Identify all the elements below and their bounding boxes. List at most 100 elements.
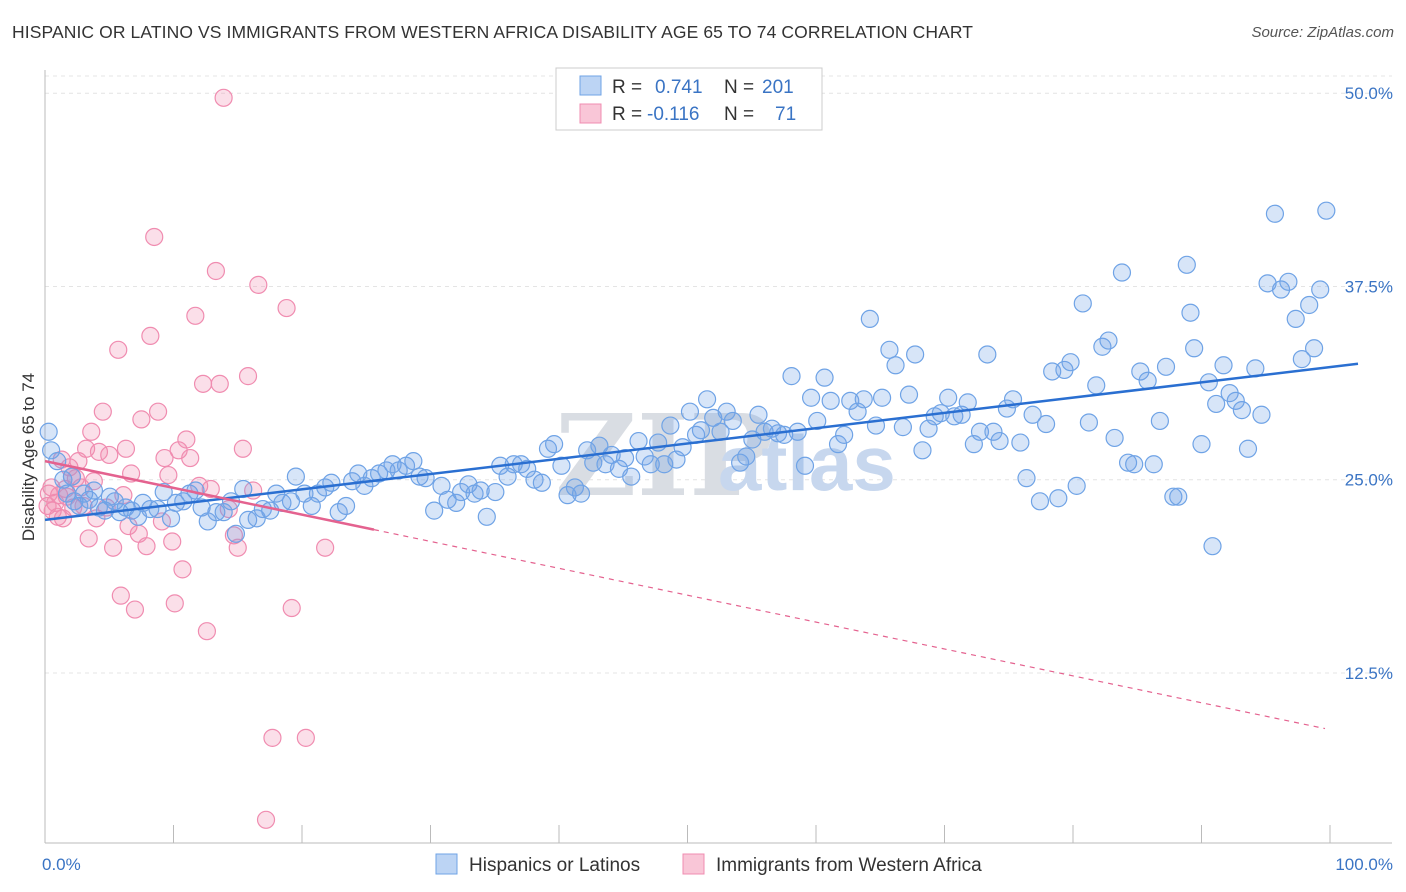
blue-point-66 [451,482,471,502]
pink-point-53 [197,622,217,641]
blue-point-153 [1017,469,1036,488]
blue-point-197 [1292,350,1311,369]
pink-point-47 [173,560,192,579]
pink-point-61 [233,439,252,458]
legend-r-label-1: R = [612,77,642,98]
blue-point-103 [691,421,711,440]
pink-point-56 [210,374,229,393]
blue-point-162 [1073,294,1092,313]
blue-point-89 [602,445,621,465]
y-tick-label-0: 12.5% [1345,664,1393,683]
chart-title: HISPANIC OR LATINO VS IMMIGRANTS FROM WE… [12,22,974,42]
series-legend: Hispanics or Latinos Immigrants from Wes… [435,853,982,876]
blue-point-170 [1125,455,1144,474]
blue-point-146 [970,422,990,441]
blue-point-129 [860,309,879,329]
blue-point-164 [1087,376,1106,395]
blue-point-1 [42,441,61,460]
blue-point-149 [990,431,1009,451]
blue-point-196 [1286,309,1305,329]
blue-point-92 [622,467,641,486]
legend-n-label-1: N = [724,77,754,98]
blue-point-48 [329,503,348,522]
blue-point-188 [1238,439,1258,458]
blue-point-154 [1023,405,1042,424]
pink-point-66 [263,728,282,747]
pink-point-67 [277,298,296,318]
pink-point-27 [104,538,123,557]
blue-point-23 [161,509,181,528]
blue-point-141 [939,388,958,407]
blue-point-122 [815,368,834,387]
blue-point-59 [404,452,423,471]
pink-point-23 [89,442,109,461]
blue-point-120 [802,388,821,407]
blue-point-123 [821,391,840,410]
blue-point-101 [680,402,700,421]
blue-point-0 [39,422,58,441]
blue-point-41 [281,492,301,511]
blue-point-2 [48,452,67,471]
pink-point-52 [193,374,213,393]
blue-point-171 [1131,362,1150,381]
blue-point-193 [1265,204,1285,223]
pink-point-40 [148,402,168,421]
blue-point-65 [447,493,466,512]
blue-point-108 [723,411,742,431]
blue-point-180 [1185,339,1204,358]
y-tick-label-1: 25.0% [1345,471,1393,490]
blue-point-160 [1061,353,1080,372]
pink-point-29 [111,586,130,605]
blue-point-173 [1144,455,1163,474]
pink-point-50 [186,306,205,325]
bottom-legend-label-2: Immigrants from Western Africa [716,855,982,876]
blue-point-190 [1252,405,1271,424]
blue-point-112 [749,405,768,424]
watermark: ZIP atlas [555,391,896,522]
legend-n-value-1: 201 [762,77,794,98]
blue-point-134 [893,418,912,437]
blue-point-49 [336,496,356,516]
blue-point-104 [697,390,717,409]
blue-point-161 [1067,476,1086,495]
blue-point-42 [286,467,305,486]
blue-point-131 [872,388,892,407]
y-axis-title: Disability Age 65 to 74 [19,373,38,541]
blue-point-137 [913,441,932,460]
pink-point-34 [125,600,145,619]
blue-point-133 [886,356,905,375]
blue-point-199 [1304,339,1324,358]
blue-point-71 [486,482,505,502]
x-tick-label-0: 0.0% [42,855,81,874]
legend-r-value-1: 0.741 [655,77,703,98]
pink-point-31 [116,439,136,458]
trend-lines [44,362,1359,730]
blue-point-95 [641,455,660,474]
pink-point-39 [145,227,164,247]
pink-point-42 [155,448,174,468]
blue-point-187 [1232,401,1251,420]
blue-point-126 [841,391,860,410]
pink-point-69 [296,728,315,747]
pink-point-62 [238,367,258,386]
blue-point-47 [322,473,341,492]
blue-point-174 [1150,411,1169,431]
blue-point-177 [1169,487,1188,506]
blue-point-198 [1300,295,1319,315]
blue-point-110 [737,447,756,466]
blue-point-128 [854,390,873,409]
blue-point-78 [532,473,551,492]
blue-point-117 [782,367,801,386]
blue-point-69 [471,481,490,500]
series-immigrants-western-africa [38,88,335,829]
blue-point-178 [1177,255,1196,274]
watermark-atlas-text: atlas [718,419,896,507]
blue-point-172 [1138,371,1157,390]
blue-point-124 [828,435,848,454]
blue-point-175 [1156,357,1176,376]
blue-point-186 [1226,391,1245,410]
bottom-legend-swatch-blue [435,853,458,875]
blue-point-200 [1311,280,1330,299]
blue-point-93 [629,431,648,451]
pink-point-49 [181,448,200,468]
